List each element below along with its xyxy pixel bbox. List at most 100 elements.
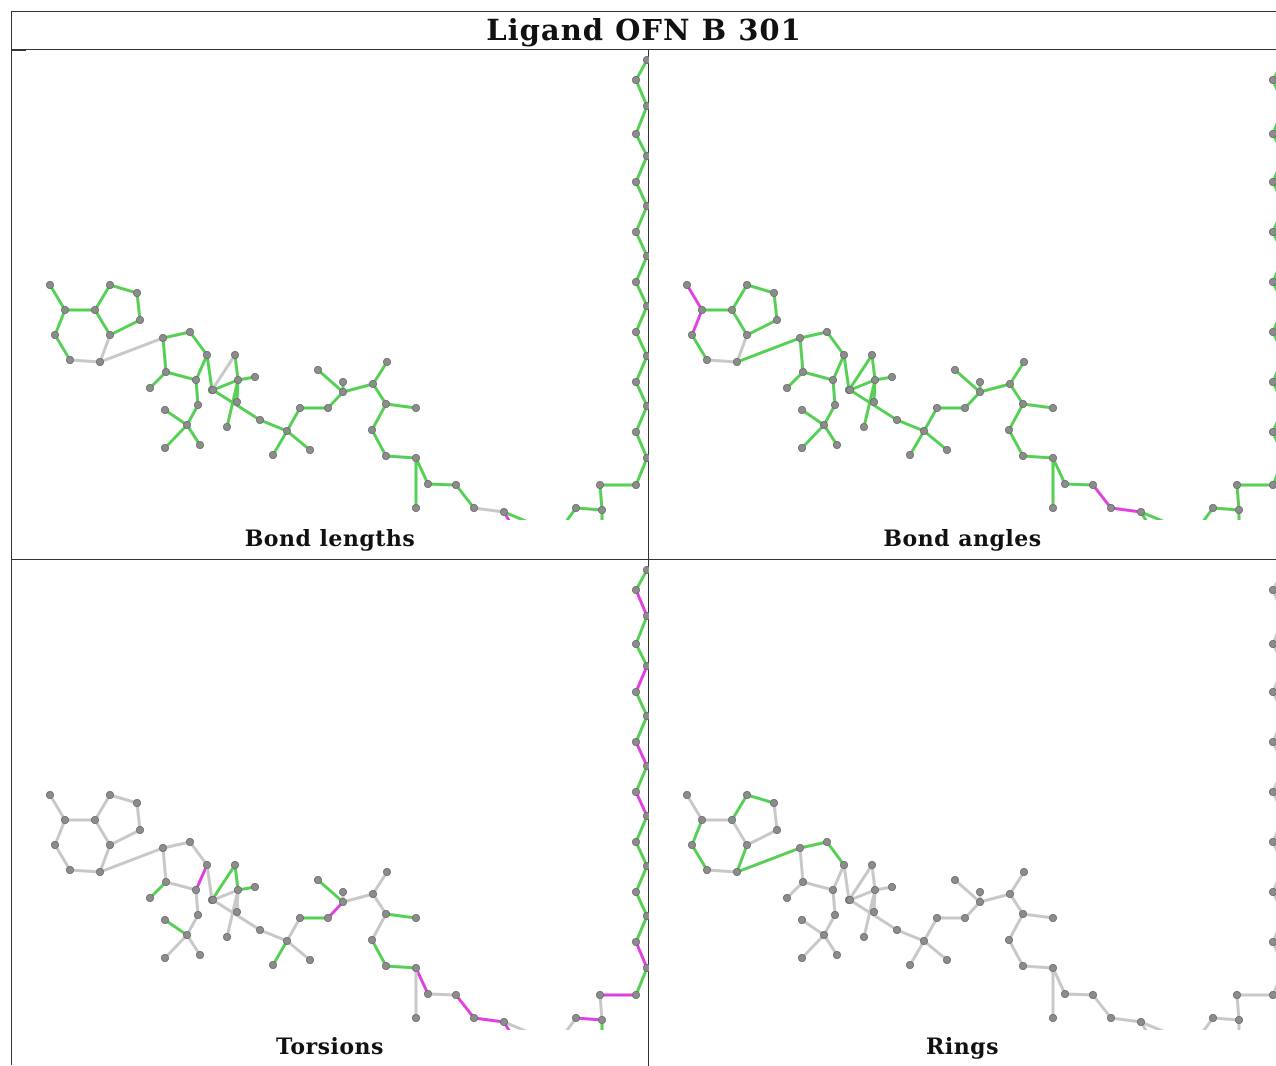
bond xyxy=(735,846,802,874)
bond xyxy=(211,378,240,392)
bond xyxy=(93,793,112,822)
atom xyxy=(1269,838,1276,846)
atom xyxy=(643,662,649,670)
bond xyxy=(800,423,826,450)
bond xyxy=(685,283,704,312)
bond xyxy=(1271,430,1276,443)
atom xyxy=(905,450,914,459)
bond xyxy=(68,868,102,874)
bond xyxy=(1139,510,1148,520)
bond xyxy=(472,506,506,514)
atom xyxy=(859,422,868,431)
atom xyxy=(51,840,60,849)
bond xyxy=(258,928,289,943)
bond xyxy=(370,938,388,968)
panel-caption: Bond lengths xyxy=(244,526,416,552)
atom xyxy=(869,907,878,916)
bond xyxy=(93,283,112,312)
bond xyxy=(634,690,649,718)
atom xyxy=(643,812,649,820)
atom xyxy=(1048,453,1057,462)
bond xyxy=(574,506,604,512)
bond xyxy=(1271,230,1276,243)
atom xyxy=(202,350,211,359)
bond xyxy=(384,964,418,970)
atom xyxy=(160,405,169,414)
atom xyxy=(770,798,779,807)
bond xyxy=(598,483,604,512)
bond xyxy=(800,918,826,937)
atom xyxy=(596,990,605,999)
bond xyxy=(705,868,739,874)
atom xyxy=(867,860,876,869)
atom xyxy=(381,399,390,408)
bond xyxy=(98,843,112,874)
bond xyxy=(1008,870,1026,896)
bond xyxy=(922,429,949,452)
bond xyxy=(634,280,649,308)
bond xyxy=(108,283,139,295)
atom xyxy=(572,503,581,512)
bond xyxy=(634,104,649,136)
atom xyxy=(338,887,347,896)
bond xyxy=(384,402,418,410)
bond xyxy=(1063,482,1095,487)
bond xyxy=(194,353,209,382)
atom xyxy=(782,893,791,902)
atom xyxy=(160,915,169,924)
atom xyxy=(46,280,55,289)
atom xyxy=(133,288,142,297)
bond xyxy=(233,353,240,382)
bond xyxy=(48,793,67,822)
bond xyxy=(847,353,874,392)
bond xyxy=(735,336,802,364)
panel-bond-angles: Bond angles xyxy=(649,50,1276,560)
bond xyxy=(1008,360,1026,386)
bond xyxy=(135,801,142,832)
atom xyxy=(643,352,649,360)
atom xyxy=(1269,130,1276,138)
atom xyxy=(797,405,806,414)
bond xyxy=(370,428,388,458)
bond xyxy=(163,423,189,450)
bond xyxy=(634,814,649,844)
bond xyxy=(848,378,877,392)
atom xyxy=(643,762,649,770)
atom xyxy=(1005,379,1014,388)
bond xyxy=(1051,966,1067,996)
atom xyxy=(632,687,641,696)
atom xyxy=(632,227,641,236)
atom xyxy=(338,377,347,386)
atom xyxy=(892,925,901,934)
bond xyxy=(1271,781,1276,794)
atom xyxy=(733,867,742,876)
atom xyxy=(282,426,291,435)
atom xyxy=(313,365,322,374)
bond xyxy=(1271,840,1276,853)
atom xyxy=(1018,451,1027,460)
bond xyxy=(922,916,939,943)
bond xyxy=(271,429,289,457)
bond xyxy=(1139,510,1165,520)
bond xyxy=(1271,380,1276,393)
atom xyxy=(232,397,241,406)
bond xyxy=(1021,912,1055,920)
atom xyxy=(839,350,848,359)
atom xyxy=(193,910,202,919)
atom xyxy=(632,75,641,84)
bond xyxy=(847,863,874,902)
atom xyxy=(338,387,347,396)
bond xyxy=(502,1020,528,1030)
atom xyxy=(232,907,241,916)
bond xyxy=(163,918,189,937)
atom xyxy=(798,367,807,376)
bond xyxy=(1007,938,1025,968)
bond xyxy=(1139,1020,1148,1030)
bond xyxy=(1271,421,1276,434)
bond xyxy=(800,408,826,427)
bond xyxy=(978,892,1012,904)
atom xyxy=(136,825,145,834)
bond xyxy=(730,793,749,822)
atom xyxy=(632,480,641,489)
atom xyxy=(782,383,791,392)
